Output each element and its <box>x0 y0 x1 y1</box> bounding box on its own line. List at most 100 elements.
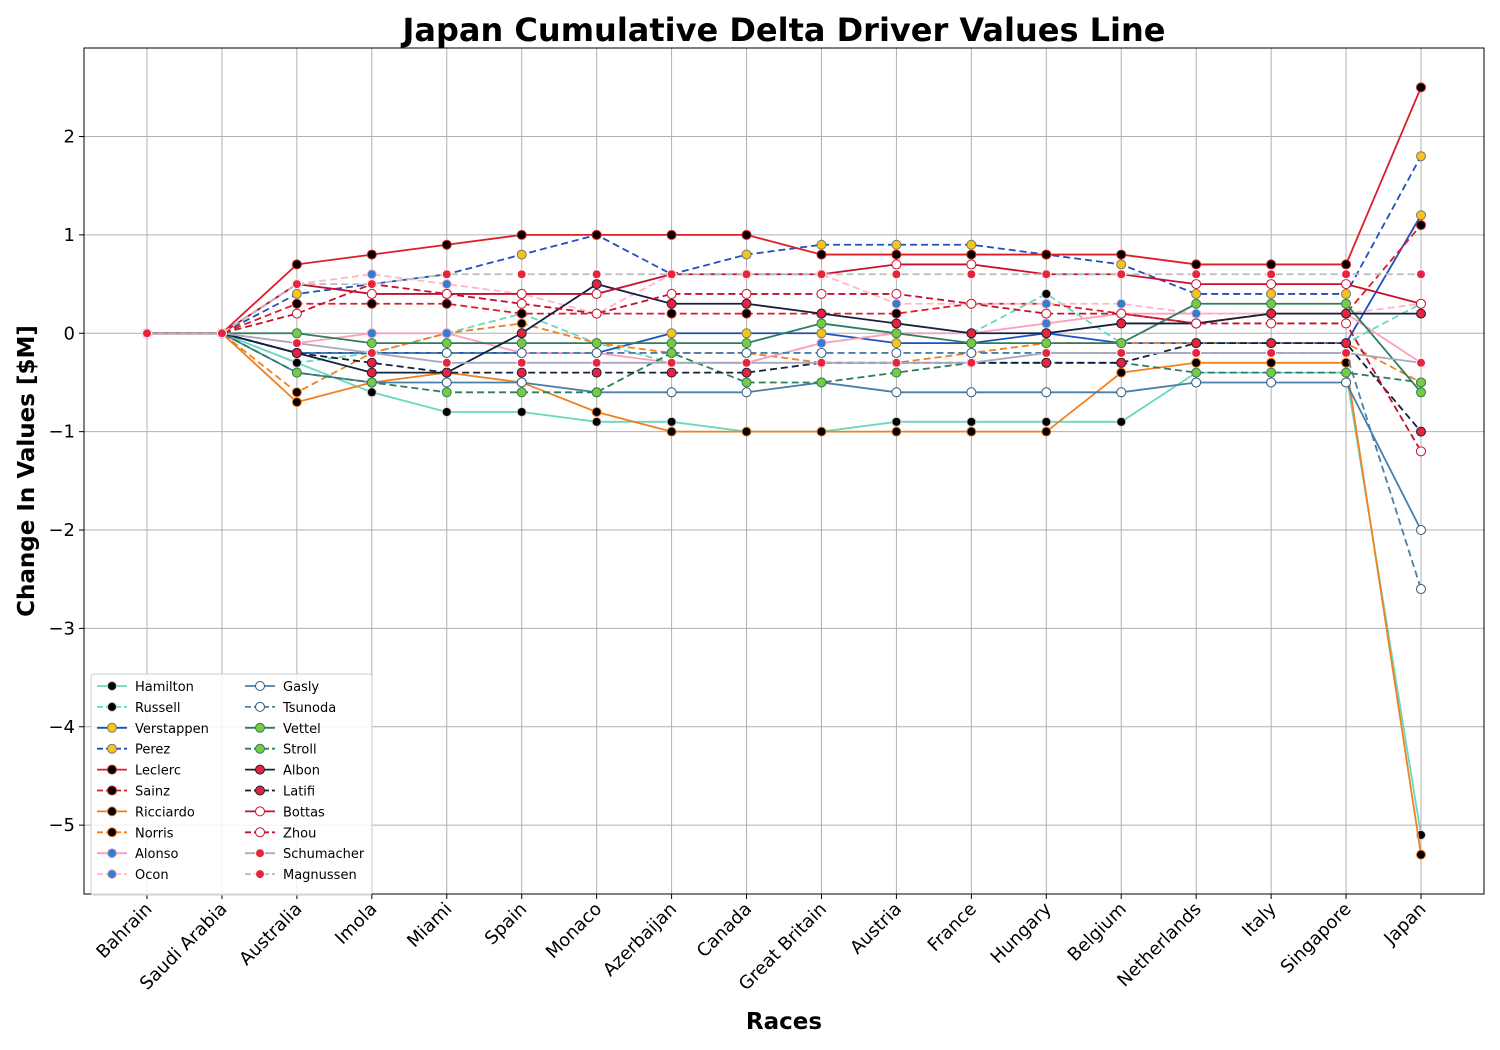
data-point <box>741 269 752 280</box>
data-point <box>441 288 452 299</box>
legend-entry: Zhou <box>245 826 316 841</box>
data-point <box>291 288 302 299</box>
legend-entry: Magnussen <box>245 868 357 883</box>
legend-swatch-marker <box>107 681 117 691</box>
data-point <box>291 279 302 290</box>
data-point <box>1041 357 1052 368</box>
data-point <box>1191 298 1202 309</box>
legend-label: Schumacher <box>283 847 365 862</box>
legend-swatch-marker <box>255 785 265 796</box>
data-point <box>816 328 827 339</box>
data-point <box>891 338 902 349</box>
data-point <box>666 338 677 349</box>
data-point <box>966 249 977 260</box>
data-point <box>1341 357 1352 368</box>
legend-entry: Verstappen <box>97 722 209 737</box>
x-tick-label: France <box>924 899 981 956</box>
data-point <box>666 288 677 299</box>
data-point <box>366 338 377 349</box>
data-point <box>1041 308 1052 319</box>
legend-entry: Sainz <box>97 785 170 800</box>
legend-swatch-marker <box>107 722 117 733</box>
data-point <box>516 298 527 309</box>
data-point <box>366 377 377 388</box>
data-point <box>741 298 752 309</box>
legend-swatch-marker <box>255 681 265 691</box>
data-point <box>1041 269 1052 280</box>
series-line <box>147 224 1422 335</box>
data-point <box>666 426 677 437</box>
data-point <box>366 279 377 290</box>
data-point <box>1191 279 1202 290</box>
legend-swatch-marker <box>255 743 265 754</box>
legend-entry: Stroll <box>245 743 317 758</box>
data-point <box>1191 288 1202 299</box>
data-point <box>366 387 377 398</box>
data-point <box>891 308 902 319</box>
data-point <box>741 347 752 358</box>
data-point <box>966 357 977 368</box>
chart-title: Japan Cumulative Delta Driver Values Lin… <box>401 11 1166 49</box>
data-point <box>741 338 752 349</box>
data-point <box>1041 338 1052 349</box>
data-point <box>441 347 452 358</box>
data-point <box>816 318 827 329</box>
data-point <box>1341 318 1352 329</box>
data-point <box>366 328 377 339</box>
data-point <box>291 328 302 339</box>
data-point <box>291 387 302 398</box>
data-point <box>966 338 977 349</box>
data-point <box>1116 298 1127 309</box>
legend-label: Gasly <box>283 680 319 695</box>
data-point <box>816 338 827 349</box>
data-point <box>516 347 527 358</box>
data-point <box>741 328 752 339</box>
data-point <box>816 269 827 280</box>
data-point <box>1116 308 1127 319</box>
data-point <box>741 357 752 368</box>
data-point <box>1341 367 1352 378</box>
data-point <box>666 308 677 319</box>
x-tick-label: Monaco <box>542 899 606 963</box>
series-line <box>147 86 1422 335</box>
x-tick-label: Imola <box>331 899 381 949</box>
data-point <box>142 328 152 339</box>
data-point <box>1041 249 1052 260</box>
data-point <box>591 406 602 417</box>
data-point <box>891 347 902 358</box>
data-point <box>1191 357 1202 368</box>
x-tick-label: Singapore <box>1277 899 1356 978</box>
data-point <box>1041 328 1052 339</box>
legend-entry: Ocon <box>97 868 169 883</box>
data-point <box>1416 151 1426 162</box>
data-point <box>366 347 377 358</box>
legend-label: Ricciardo <box>135 805 195 820</box>
data-point <box>591 357 602 368</box>
series-layer <box>142 82 1426 860</box>
data-point <box>1341 347 1352 358</box>
series-line <box>147 273 1421 335</box>
data-point <box>1041 288 1052 299</box>
data-point <box>441 298 452 309</box>
legend-swatch-marker <box>107 764 117 775</box>
data-point <box>1041 347 1052 358</box>
grid <box>84 48 1484 894</box>
data-point <box>1416 82 1426 93</box>
data-point <box>516 288 527 299</box>
data-point <box>741 377 752 388</box>
data-point <box>516 308 527 319</box>
data-point <box>741 288 752 299</box>
data-point <box>891 367 902 378</box>
y-tick-label: 0 <box>64 323 75 344</box>
y-axis-ticks: −5 −4 −3 −2 −1 0 1 2 <box>48 127 84 836</box>
data-point <box>966 347 977 358</box>
legend-swatch-marker <box>107 848 117 859</box>
data-point <box>591 269 602 280</box>
data-point <box>516 269 527 280</box>
data-point <box>291 308 302 319</box>
data-point <box>1191 338 1202 349</box>
data-point <box>891 328 902 339</box>
data-point <box>441 387 452 398</box>
data-point <box>891 288 902 299</box>
